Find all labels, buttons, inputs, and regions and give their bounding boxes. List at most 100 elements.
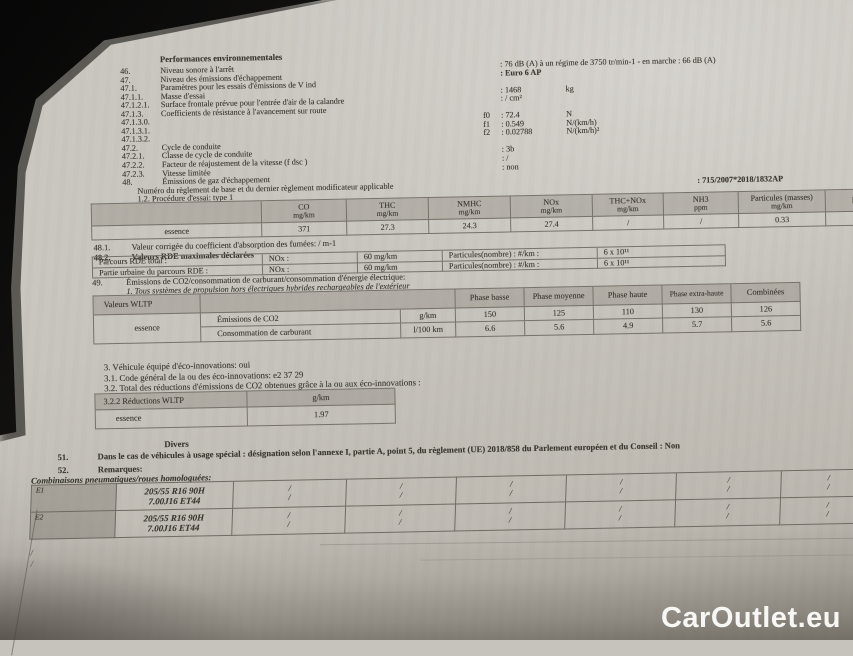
- wltp-desc-cell: Consommation de carburant: [201, 323, 402, 343]
- wltp-value: 6.6: [484, 324, 496, 334]
- slash-mark: /: [399, 490, 403, 500]
- phase-label: Phase basse: [469, 292, 510, 303]
- rde-cell: Particules(nombre) : #/km :: [442, 258, 599, 272]
- phase-header: Phase extra-haute: [662, 284, 732, 305]
- phase-header: Phase moyenne: [524, 286, 594, 308]
- wltp-unit: l/100 km: [413, 325, 444, 335]
- phase-label: Phase extra-haute: [669, 288, 724, 299]
- header-unit: mg/km: [458, 206, 481, 217]
- tyre-empty-cell: //: [676, 471, 782, 501]
- item-number: [122, 187, 137, 196]
- corner-shadow: [0, 520, 360, 640]
- nox-value: 27.4: [544, 219, 559, 229]
- header-cell: NOx mg/km: [510, 194, 594, 219]
- wltp-value-cell: 110: [593, 304, 664, 320]
- wltp-value-cell: 150: [455, 307, 526, 323]
- nh3-value: /: [699, 216, 703, 226]
- tyre-empty-cell: //: [780, 496, 853, 526]
- wltp-unit: g/km: [419, 310, 437, 321]
- rde-label: Parcours RDE total :: [98, 256, 167, 267]
- tyre-empty-cell: //: [233, 479, 347, 509]
- rde-nox-label: NOx :: [268, 264, 290, 274]
- value-cell: /: [593, 215, 665, 231]
- wltp-corner-cell: Valeurs WLTP: [93, 294, 201, 316]
- reduction-row-label-cell: essence: [95, 407, 249, 430]
- header-unit: mg/km: [540, 205, 563, 215]
- rde-nox-value: 60 mg/km: [363, 262, 398, 272]
- wltp-row-label: Consommation de carburant: [217, 327, 312, 339]
- slash-mark: /: [826, 509, 829, 519]
- wltp-reduction-table: 3.2.2 Réductions WLTP g/km essence 1.97: [94, 387, 396, 430]
- rde-nox-value: 60 mg/km: [363, 251, 398, 262]
- reduction-header-unit: g/km: [312, 392, 330, 403]
- tyre-row-label: E1: [35, 485, 45, 495]
- particles-mass-value: 0.33: [774, 215, 790, 225]
- reduction-header-label: 3.2.2 Réductions WLTP: [103, 395, 185, 407]
- wltp-value-cell: 5.6: [732, 315, 802, 333]
- fuel-type-label: essence: [164, 226, 190, 237]
- wltp-value-cell: 6.6: [456, 321, 526, 338]
- header-cell: THC mg/km: [346, 198, 430, 222]
- item-number: 49.: [92, 278, 103, 288]
- wltp-value-cell: 130: [662, 303, 733, 319]
- divers-title: Divers: [164, 438, 189, 450]
- rde-particles-value: 6 x 10¹¹: [603, 247, 630, 257]
- header-unit: mg/km: [293, 209, 315, 220]
- thc-nox-value: /: [626, 218, 630, 228]
- value-cell: [826, 210, 853, 227]
- wltp-value: 125: [552, 308, 566, 318]
- divers-item-51: 51. Dans le cas de véhicules à usage spé…: [57, 440, 680, 462]
- slash-mark: /: [827, 482, 830, 492]
- value-cell: 27.3: [347, 219, 430, 236]
- phase-header: Combinées: [731, 282, 801, 304]
- reduction-value-cell: 1.97: [247, 404, 396, 427]
- header-cell: [91, 201, 263, 227]
- wltp-value: 4.9: [622, 321, 634, 331]
- wltp-value: 130: [690, 305, 704, 315]
- value-cell: 371: [262, 221, 348, 238]
- wltp-value-cell: 4.9: [594, 318, 664, 335]
- phase-header: Phase basse: [455, 288, 525, 309]
- co-value: 371: [298, 224, 311, 234]
- wltp-value-cell: 5.7: [663, 317, 733, 334]
- header-unit: ppm: [694, 202, 708, 212]
- tyre-empty-cell: //: [781, 469, 853, 499]
- phase-label: Phase moyenne: [532, 291, 585, 302]
- rde-particles-label: Particules(nombre) : #/km :: [448, 259, 540, 271]
- coef-symbol: f2: [483, 128, 491, 138]
- header-unit: mg/km: [376, 208, 399, 218]
- header-cell: Particules (masses) mg/km: [738, 190, 827, 215]
- header-cell: NH3 ppm: [663, 192, 740, 216]
- rde-cell: 6 x 10¹¹: [597, 255, 727, 269]
- reduction-value: 1.97: [313, 410, 329, 420]
- rde-label: Partie urbaine du parcours RDE :: [98, 265, 209, 278]
- value-cell: 0.33: [739, 212, 827, 229]
- slash-mark: /: [509, 488, 513, 498]
- tyre-empty-cell: //: [566, 473, 677, 503]
- slash-mark: /: [726, 511, 729, 521]
- wltp-group-cell: essence: [93, 313, 202, 345]
- tyre-empty-cell: //: [346, 477, 457, 507]
- tyre-row-label-cell: E1: [31, 484, 118, 513]
- watermark: CarOutlet.eu: [660, 602, 841, 634]
- wltp-value-cell: 125: [524, 305, 595, 322]
- wheel-size: 7.00J16 ET44: [148, 495, 201, 507]
- slash-mark: /: [288, 492, 291, 502]
- header-cell: CO mg/km: [261, 199, 348, 224]
- slash-mark: /: [619, 486, 623, 496]
- header-cell: NMHC mg/km: [428, 196, 512, 220]
- row-label-cell: essence: [92, 223, 263, 241]
- wltp-value: 5.6: [760, 318, 772, 329]
- tyre-empty-cell: //: [456, 475, 567, 505]
- header-unit: mg/km: [617, 203, 639, 214]
- wltp-value: 126: [759, 304, 773, 314]
- wltp-value: 110: [621, 306, 635, 317]
- value-cell: 27.4: [511, 216, 594, 233]
- rde-particles-label: Particules(nombre) : #/km :: [448, 249, 540, 260]
- wltp-row-label: Émissions de CO2: [216, 313, 279, 324]
- rde-nox-label: NOx :: [268, 253, 290, 264]
- item-number: 48.1.: [93, 243, 111, 253]
- wltp-unit-cell: g/km: [400, 308, 457, 324]
- wltp-corner-label: Valeurs WLTP: [103, 299, 153, 310]
